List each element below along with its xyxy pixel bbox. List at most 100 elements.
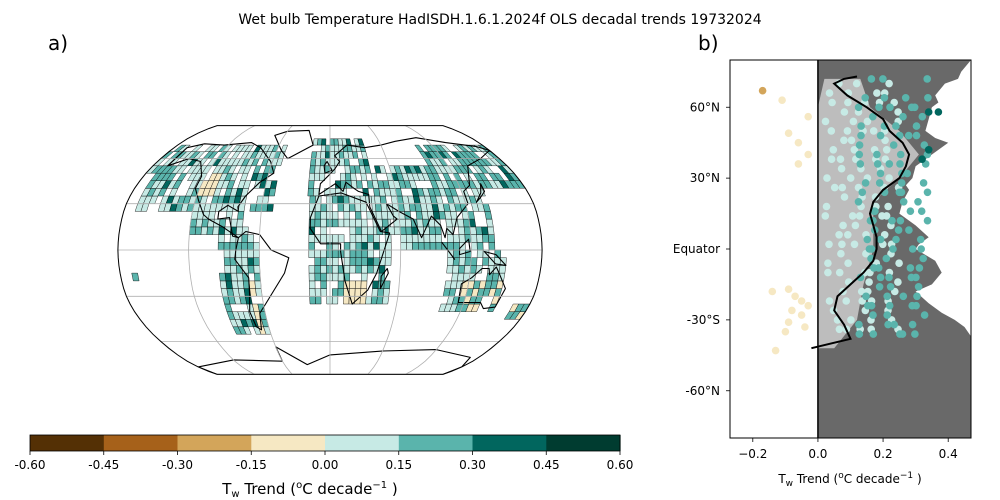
grid-cell — [434, 226, 442, 235]
grid-cell — [498, 265, 507, 274]
trend-point — [924, 146, 933, 154]
grid-cell — [359, 296, 367, 305]
grid-cell — [329, 138, 335, 146]
grid-cell — [378, 272, 386, 282]
grid-cell — [381, 296, 390, 305]
grid-cell — [307, 188, 314, 197]
trend-point — [892, 235, 900, 244]
trend-point — [869, 112, 877, 121]
grid-cell — [315, 151, 322, 159]
grid-cell — [373, 257, 380, 266]
colorbar-tick-7: 0.45 — [533, 458, 560, 472]
trend-point — [934, 108, 943, 116]
grid-cell — [349, 257, 357, 266]
trend-point — [875, 283, 884, 291]
trend-point — [912, 273, 920, 282]
trend-point — [856, 273, 865, 282]
trend-point — [758, 86, 767, 95]
colorbar-segment — [546, 435, 621, 451]
grid-cell — [343, 218, 351, 228]
grid-cell — [360, 173, 368, 181]
grid-cell — [493, 173, 505, 181]
trend-point — [894, 226, 903, 234]
grid-cell — [321, 138, 327, 146]
grid-cell — [213, 218, 221, 228]
trend-point — [827, 155, 836, 163]
grid-cell — [247, 257, 255, 266]
grid-cell — [348, 288, 356, 297]
grid-cell — [476, 234, 484, 243]
trend-point — [829, 146, 838, 154]
grid-cell — [332, 249, 339, 258]
grid-cell — [326, 257, 333, 266]
grid-cell — [314, 249, 321, 258]
trend-point — [825, 240, 833, 249]
grid-cell — [308, 265, 315, 274]
trend-point — [876, 131, 885, 140]
grid-cell — [219, 280, 228, 289]
trend-point — [886, 103, 894, 112]
grid-cell — [172, 144, 187, 152]
grid-cell — [393, 218, 401, 228]
grid-cell — [399, 218, 407, 228]
grid-cell — [361, 257, 368, 266]
grid-cell — [309, 288, 316, 297]
grid-cell — [485, 218, 494, 228]
trend-point — [876, 235, 885, 244]
trend-point — [846, 174, 855, 182]
grid-cell — [223, 242, 231, 251]
world-map — [117, 125, 543, 375]
trend-point — [847, 316, 855, 324]
trend-point — [804, 150, 812, 159]
grid-cell — [224, 265, 232, 274]
grid-cell — [384, 257, 392, 266]
trend-point — [898, 330, 907, 338]
grid-cell — [449, 188, 458, 197]
grid-cell — [360, 280, 368, 289]
grid-cell — [230, 218, 238, 228]
grid-cell — [320, 144, 327, 152]
trend-point — [867, 301, 876, 310]
colorbar-segment — [103, 435, 179, 451]
y-tick-label-60s: -60°N — [685, 384, 720, 398]
coastline — [475, 183, 486, 203]
trend-point — [836, 155, 845, 163]
trend-point — [830, 183, 839, 192]
trend-point — [912, 301, 920, 310]
trend-point — [827, 127, 836, 135]
trend-point — [901, 94, 910, 102]
grid-cell — [382, 288, 390, 297]
trend-point — [824, 259, 832, 268]
grid-cell — [308, 180, 315, 189]
trend-point — [920, 311, 929, 319]
grid-cell — [326, 272, 333, 282]
y-tick-label-30n: 30°N — [690, 171, 720, 185]
grid-cell — [329, 158, 336, 166]
trend-point — [890, 320, 898, 329]
trend-point — [873, 89, 881, 97]
trend-point — [825, 297, 834, 305]
grid-cell — [320, 218, 327, 228]
grid-cell — [331, 296, 339, 305]
zonal-axis-tick-labels: 60°N 30°N Equator -30°S -60°N −0.2 0.0 0… — [673, 100, 958, 461]
y-tick-label-equator: Equator — [673, 242, 720, 256]
grid-cell — [241, 234, 249, 243]
grid-cell — [356, 180, 363, 189]
grid-cell — [355, 226, 362, 235]
grid-cell — [320, 249, 327, 258]
trend-point — [840, 108, 849, 116]
grid-cell — [194, 226, 202, 235]
trend-point — [854, 103, 863, 112]
grid-cell — [377, 288, 385, 297]
trend-point — [924, 94, 932, 102]
coastline — [234, 230, 290, 331]
grid-cell — [308, 249, 315, 258]
trend-point — [885, 79, 893, 88]
grid-cell — [339, 173, 347, 181]
trend-point — [915, 264, 924, 272]
grid-cell — [254, 280, 262, 289]
grid-cell — [315, 296, 322, 305]
grid-cell — [230, 265, 237, 274]
grid-cell — [223, 257, 231, 266]
trend-point — [917, 245, 925, 253]
